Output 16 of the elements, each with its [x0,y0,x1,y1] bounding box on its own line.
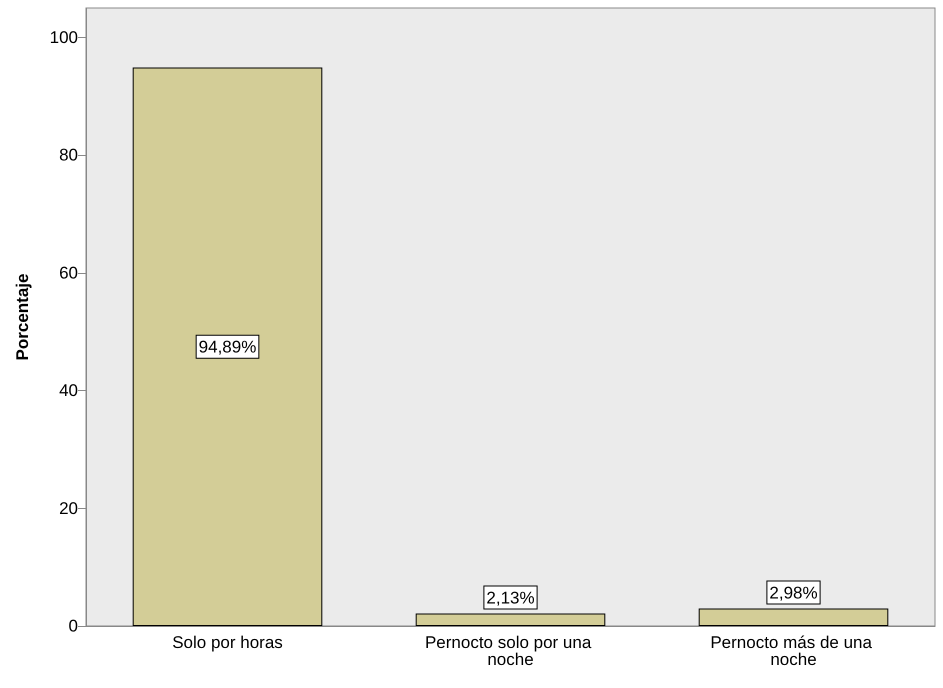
data-label: 94,89% [198,337,256,356]
y-tick-label: 80 [59,146,78,165]
y-axis-title: Porcentaje [13,274,32,360]
x-tick-label: Pernocto solo por una noche [424,633,596,669]
y-tick-label: 100 [50,28,78,47]
bar [416,613,606,626]
y-tick-label: 60 [59,263,78,282]
y-tick-label: 40 [59,381,78,400]
x-tick-label: Pernocto más de una noche [710,633,877,669]
bar [698,608,888,626]
y-tick-label: 20 [59,498,78,518]
data-label: 2,13% [486,588,535,608]
data-label: 2,98% [769,583,818,602]
bar [132,68,322,626]
x-tick-label: Solo por horas [172,633,283,652]
y-tick-label: 0 [68,616,78,636]
